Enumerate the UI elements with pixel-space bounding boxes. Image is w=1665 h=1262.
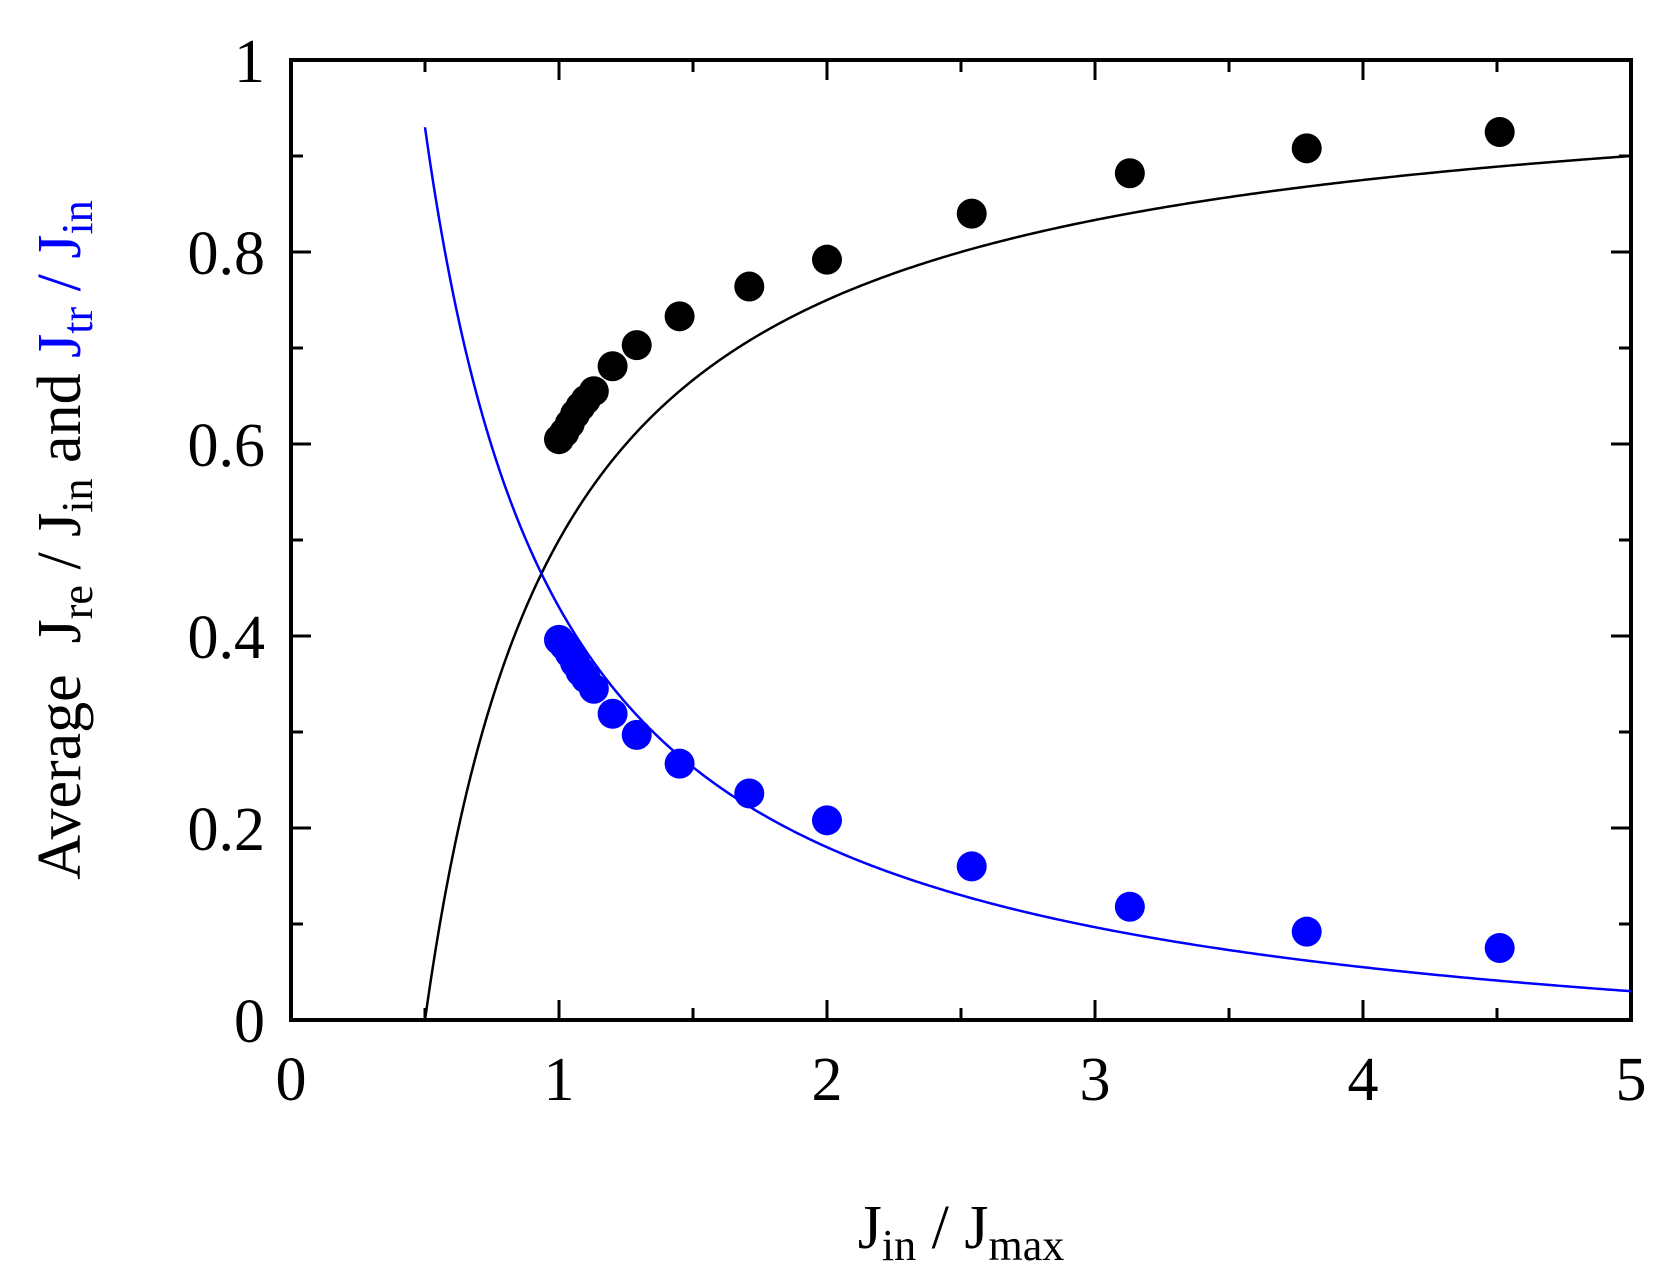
black-data-point — [621, 330, 652, 361]
x-tick-label: 3 — [1080, 1046, 1111, 1114]
blue-data-point — [812, 805, 842, 836]
y-tick-label: 0 — [234, 988, 265, 1056]
black-curve — [423, 154, 1632, 1021]
black-data-point — [734, 271, 765, 302]
y-tick-labels: 0 0.2 0.4 0.6 0.8 1 — [188, 28, 266, 1056]
blue-curve — [423, 127, 1632, 993]
data-points — [544, 117, 1515, 963]
x-tick-label: 0 — [276, 1046, 307, 1114]
blue-data-point — [1114, 891, 1145, 922]
y-tick-label: 0.8 — [188, 220, 266, 288]
black-data-point — [956, 198, 987, 229]
black-data-point — [1291, 133, 1322, 164]
black-data-point — [597, 351, 628, 382]
y-tick-label: 1 — [234, 28, 265, 96]
x-tick-label: 4 — [1348, 1046, 1379, 1114]
y-tick-label: 0.6 — [188, 412, 266, 480]
blue-data-point — [1291, 916, 1322, 947]
black-data-point — [812, 244, 842, 275]
x-axis-title: Jin / Jmax — [858, 1194, 1065, 1262]
black-data-point — [578, 376, 609, 407]
curves — [423, 127, 1632, 1021]
y-tick-label: 0.2 — [188, 796, 266, 864]
blue-data-point — [578, 673, 609, 704]
blue-data-point — [597, 698, 628, 729]
black-data-point — [664, 301, 695, 332]
blue-data-point — [734, 778, 765, 809]
blue-data-point — [621, 719, 652, 750]
x-tick-label: 1 — [544, 1046, 575, 1114]
blue-data-point — [956, 851, 987, 882]
axis-ticks — [289, 58, 1633, 1022]
blue-data-point — [1484, 933, 1515, 963]
x-tick-labels: 0 1 2 3 4 5 — [276, 1046, 1647, 1114]
blue-data-point — [664, 748, 695, 779]
y-axis-title: Average Jre / Jin and Jtr / Jin — [26, 200, 102, 879]
x-tick-label: 5 — [1616, 1046, 1647, 1114]
x-tick-label: 2 — [812, 1046, 843, 1114]
y-tick-label: 0.4 — [188, 604, 266, 672]
black-data-point — [1484, 117, 1515, 147]
black-data-point — [1114, 158, 1145, 189]
